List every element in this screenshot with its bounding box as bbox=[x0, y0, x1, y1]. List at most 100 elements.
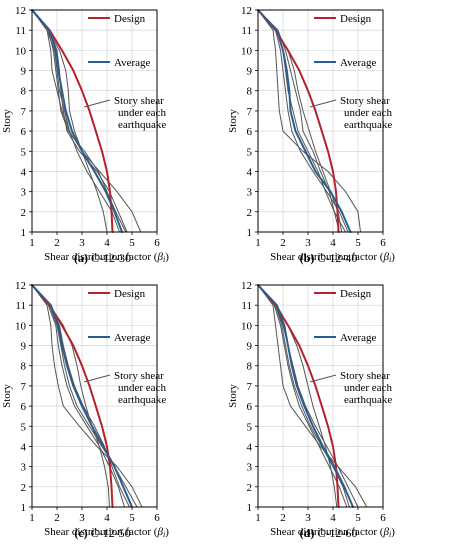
plot-frame bbox=[31, 9, 158, 233]
gridlines bbox=[258, 285, 383, 507]
earthquake-series-line-2 bbox=[31, 9, 108, 233]
y-tick-label: 6 bbox=[247, 126, 253, 138]
y-tick-label: 6 bbox=[21, 401, 27, 413]
gridlines bbox=[32, 10, 157, 232]
legend-earthquake-label-2: under each bbox=[344, 382, 392, 394]
y-tick-label: 5 bbox=[21, 146, 27, 158]
y-tick-label: 1 bbox=[21, 227, 27, 239]
earthquake-series-line-4 bbox=[257, 9, 349, 233]
y-tick-label: 10 bbox=[15, 45, 27, 57]
x-axis-label-text: Shear distribution factor ( bbox=[44, 526, 158, 538]
x-axis-label-symbol: β bbox=[156, 251, 163, 263]
panel-caption-name: C-12-30 bbox=[88, 251, 131, 265]
x-axis-label-end: ) bbox=[165, 251, 169, 263]
panel-caption-name: C-12-40 bbox=[314, 251, 357, 265]
earthquake-series-line-1 bbox=[31, 284, 143, 508]
panel-caption-name: C-12-50 bbox=[88, 526, 131, 540]
legend-earthquake-label-1: Story shear bbox=[114, 95, 164, 107]
y-tick-label: 11 bbox=[241, 300, 252, 312]
y-tick-label: 1 bbox=[247, 227, 253, 239]
y-tick-label: 5 bbox=[247, 146, 253, 158]
y-tick-label: 8 bbox=[247, 86, 253, 98]
y-tick-label: 5 bbox=[247, 421, 253, 433]
y-tick-label: 8 bbox=[247, 361, 253, 373]
panel-caption: (b) C-12-40 bbox=[300, 251, 358, 265]
x-tick-label: 5 bbox=[129, 512, 135, 524]
x-axis-label: Shear distribution factor (βi) bbox=[270, 526, 395, 539]
earthquake-series-line-2 bbox=[257, 284, 338, 508]
x-tick-label: 6 bbox=[154, 237, 160, 249]
x-tick-label: 3 bbox=[305, 512, 311, 524]
y-tick-label: 6 bbox=[21, 126, 27, 138]
plot-frame bbox=[257, 284, 384, 508]
panel-caption: (a) C-12-30 bbox=[74, 251, 131, 265]
earthquake-series-line-1 bbox=[257, 9, 361, 233]
panel-caption-tag: (d) bbox=[300, 526, 315, 540]
y-tick-label: 12 bbox=[241, 5, 252, 17]
x-tick-label: 1 bbox=[255, 237, 261, 249]
earthquake-series-line-3 bbox=[31, 9, 128, 233]
y-tick-label: 9 bbox=[247, 66, 253, 78]
earthquake-series-line-2 bbox=[257, 9, 343, 233]
average-series-line bbox=[257, 9, 352, 233]
legend-earthquake-label-2: under each bbox=[344, 107, 392, 119]
legend-average-label: Average bbox=[340, 57, 377, 69]
y-tick-label: 2 bbox=[247, 482, 253, 494]
x-tick-label: 6 bbox=[380, 512, 386, 524]
legend-earthquake-label-1: Story shear bbox=[114, 370, 164, 382]
earthquake-series-line-3 bbox=[257, 284, 359, 508]
x-axis-label-subscript: i bbox=[389, 530, 391, 539]
y-tick-label: 4 bbox=[21, 441, 27, 453]
legend-average-label: Average bbox=[114, 57, 151, 69]
x-tick-label: 6 bbox=[380, 237, 386, 249]
x-tick-label: 4 bbox=[330, 237, 336, 249]
y-tick-label: 12 bbox=[15, 280, 26, 292]
legend-design-label: Design bbox=[340, 13, 372, 25]
y-tick-label: 4 bbox=[247, 166, 253, 178]
plot-frame bbox=[31, 284, 158, 508]
x-axis-label-text: Shear distribution factor ( bbox=[44, 251, 158, 263]
x-tick-label: 4 bbox=[104, 237, 110, 249]
legend-average-label: Average bbox=[340, 332, 377, 344]
average-series-line bbox=[257, 284, 354, 508]
plot-frame bbox=[257, 9, 384, 233]
series-lines bbox=[257, 9, 361, 233]
series-lines bbox=[257, 284, 368, 508]
x-axis-label-subscript: i bbox=[163, 530, 165, 539]
earthquake-series-line-5 bbox=[31, 9, 127, 233]
x-axis-label-symbol: β bbox=[382, 526, 389, 538]
series-lines bbox=[31, 9, 142, 233]
legend-earthquake-swatch bbox=[83, 99, 111, 108]
y-tick-label: 11 bbox=[15, 25, 26, 37]
y-tick-label: 11 bbox=[241, 25, 252, 37]
x-tick-label: 5 bbox=[355, 512, 361, 524]
x-axis-label-symbol: β bbox=[156, 526, 163, 538]
y-tick-label: 3 bbox=[21, 462, 27, 474]
x-axis-label: Shear distribution factor (βi) bbox=[44, 526, 169, 539]
panel-caption-tag: (a) bbox=[74, 251, 88, 265]
y-tick-label: 10 bbox=[15, 320, 27, 332]
earthquake-series-line-3 bbox=[257, 9, 340, 233]
earthquake-series-line-5 bbox=[257, 284, 348, 508]
legend-earthquake-label-3: earthquake bbox=[118, 394, 166, 406]
y-tick-label: 9 bbox=[21, 341, 27, 353]
y-tick-label: 10 bbox=[241, 320, 253, 332]
x-axis-label-end: ) bbox=[165, 526, 169, 538]
y-tick-label: 9 bbox=[21, 66, 27, 78]
y-tick-label: 5 bbox=[21, 421, 27, 433]
average-series-line bbox=[31, 284, 133, 508]
y-axis-label: Story bbox=[1, 384, 13, 408]
x-tick-label: 1 bbox=[29, 512, 35, 524]
y-axis-label: Story bbox=[1, 109, 13, 133]
panel-caption-tag: (b) bbox=[300, 251, 315, 265]
x-tick-label: 2 bbox=[280, 237, 286, 249]
x-axis-label: Shear distribution factor (βi) bbox=[44, 251, 169, 264]
x-axis-label-text: Shear distribution factor ( bbox=[270, 251, 384, 263]
y-tick-label: 4 bbox=[247, 441, 253, 453]
panel-caption: (d) C-12-60 bbox=[300, 526, 358, 540]
y-tick-label: 8 bbox=[21, 361, 27, 373]
legend-design-label: Design bbox=[114, 288, 146, 300]
